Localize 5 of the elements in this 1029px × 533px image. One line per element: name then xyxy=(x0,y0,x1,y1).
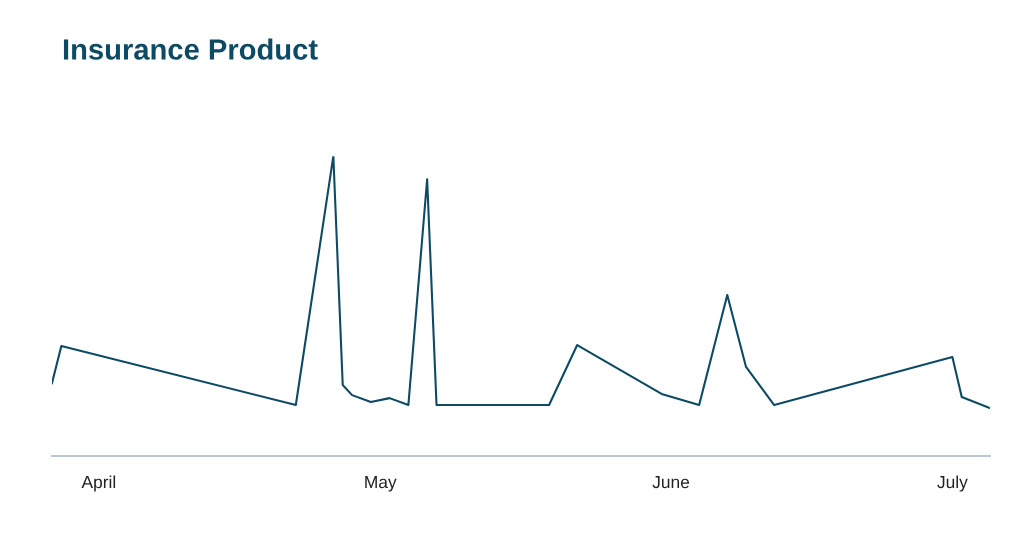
x-tick-label: June xyxy=(652,476,690,489)
chart-title: Insurance Product xyxy=(63,38,318,60)
x-tick-label: July xyxy=(937,475,968,492)
x-tick-label: April xyxy=(81,475,116,492)
x-tick-label: May xyxy=(365,476,397,492)
